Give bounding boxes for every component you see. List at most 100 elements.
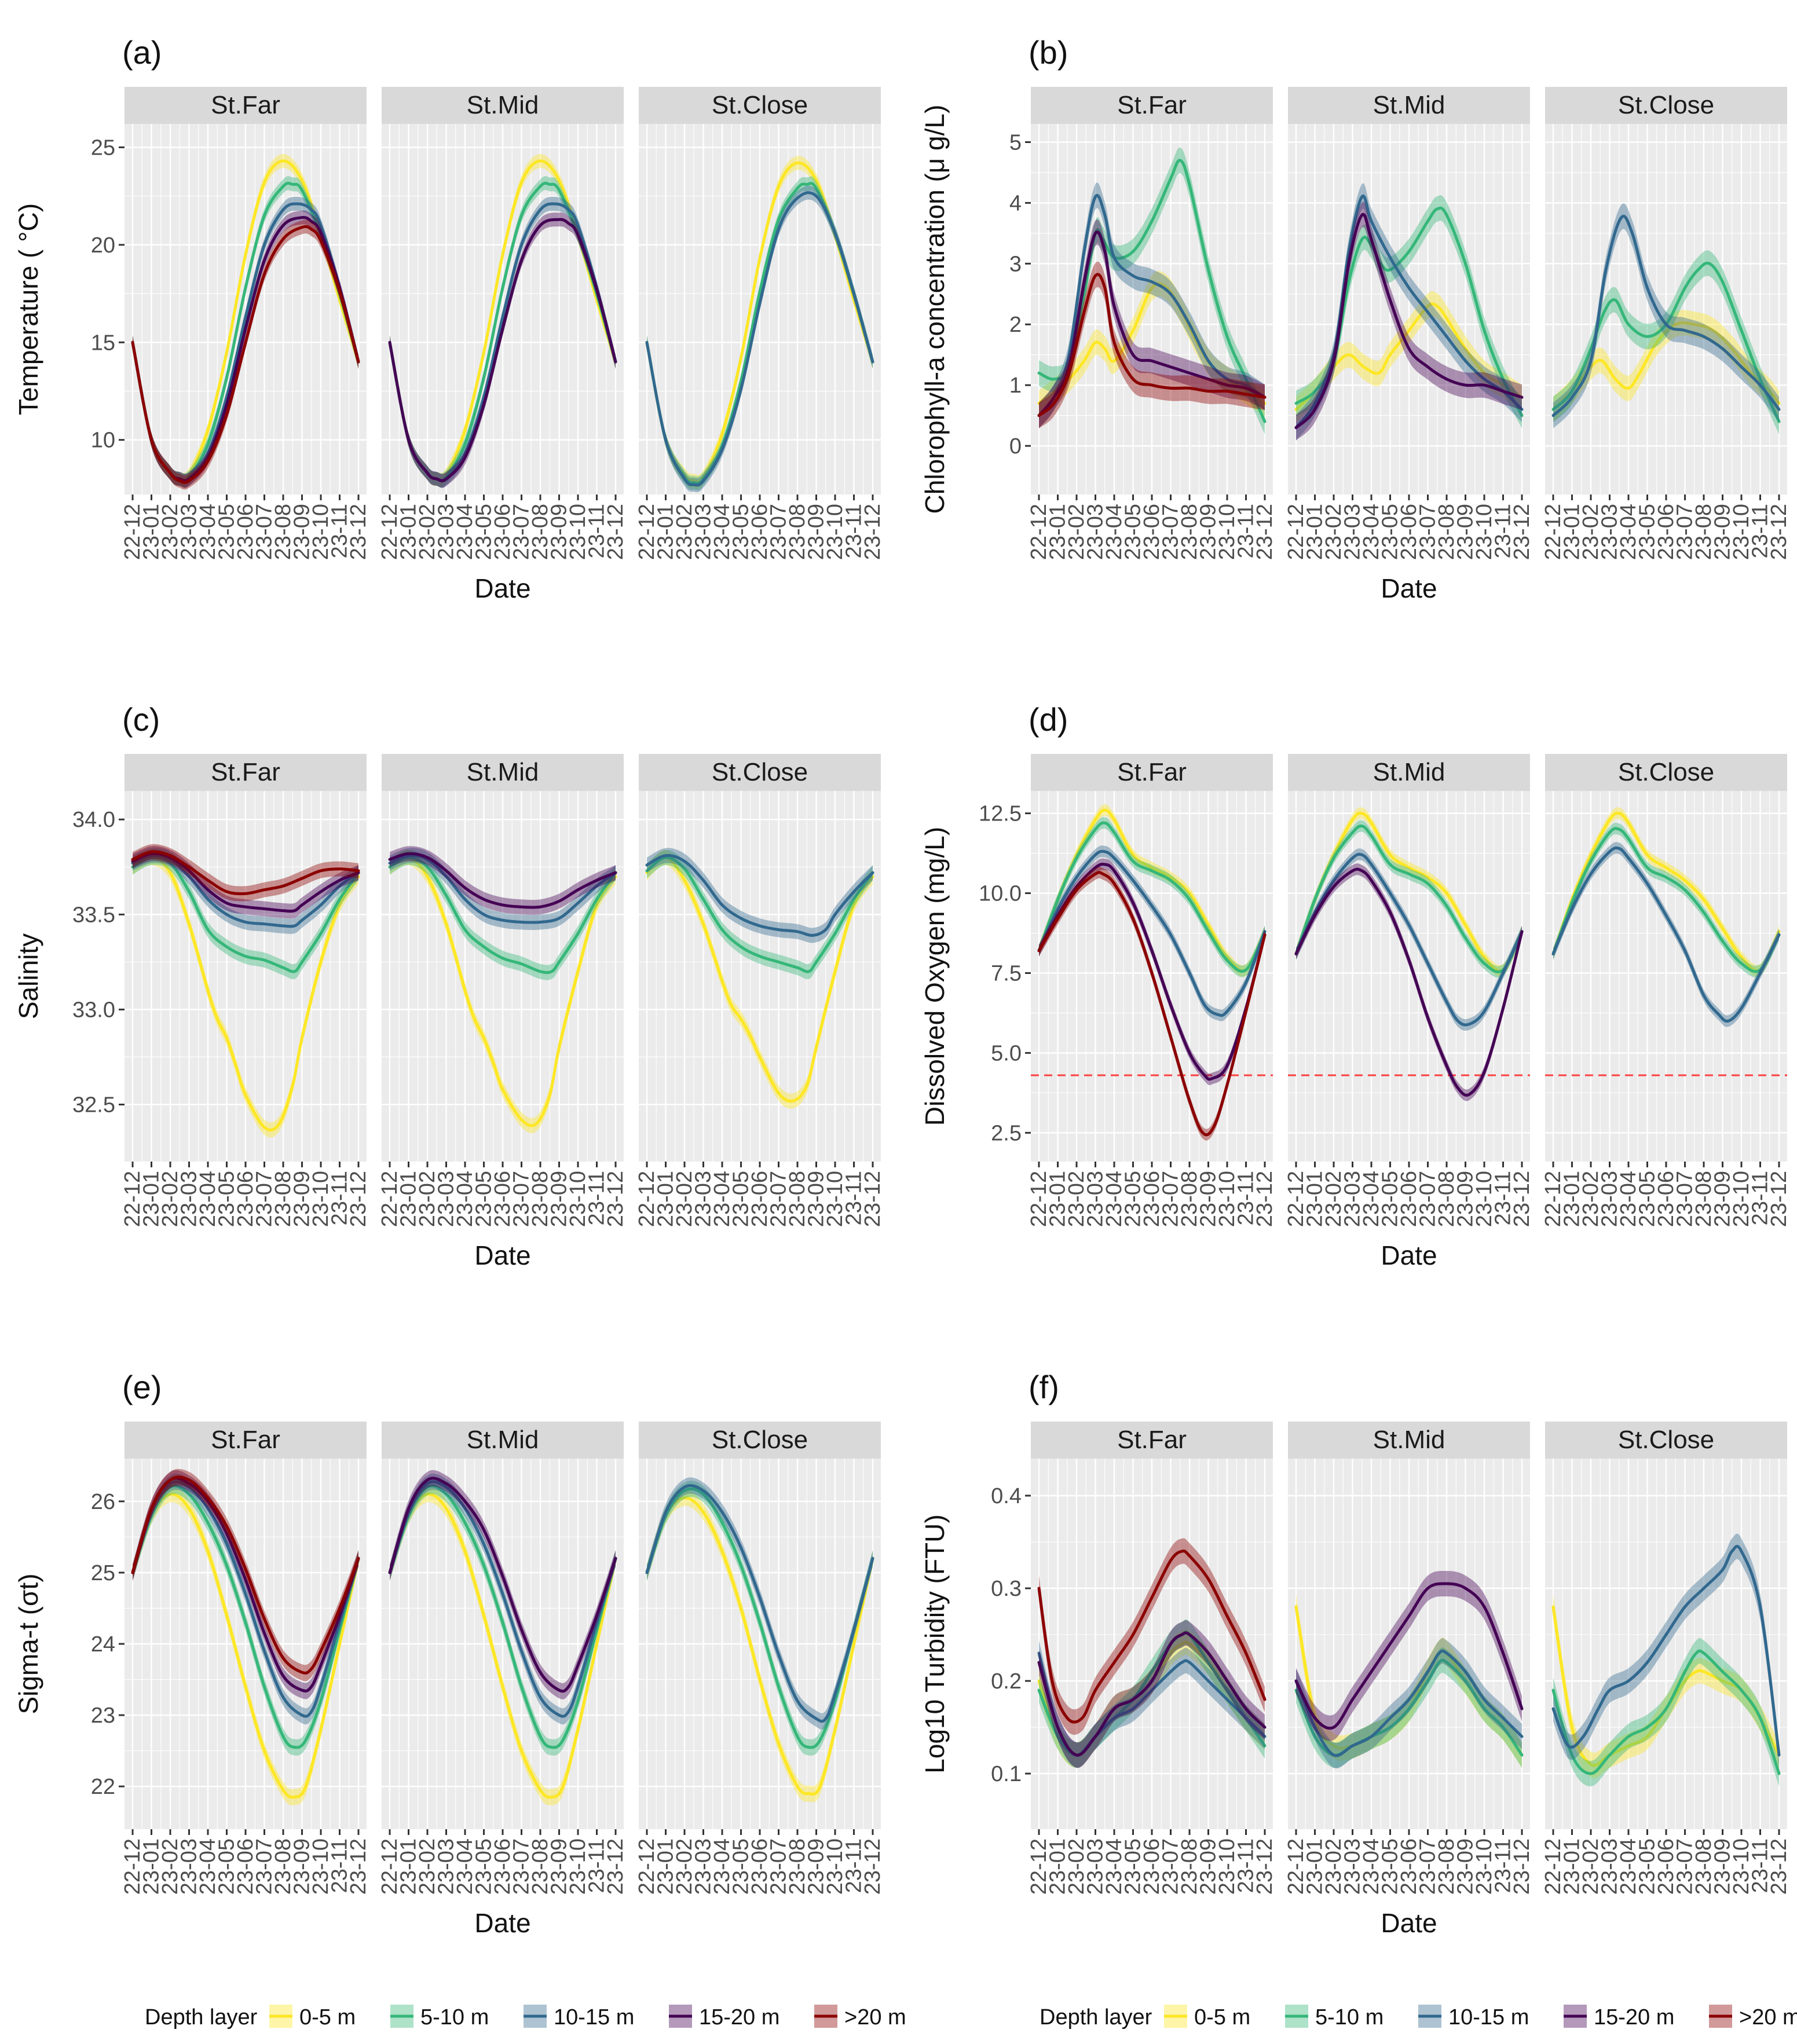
panel-label: (d) [1029,701,1068,738]
facet-strip-label: St.Close [1618,91,1714,119]
x-tick-label: 23-07 [252,1838,277,1895]
x-tick-label: 23-05 [1121,504,1145,560]
y-tick-label: 3 [1009,252,1022,276]
series-group [1551,807,1781,1027]
x-tick-label: 23-11 [585,1838,609,1893]
x-tick-label: 23-07 [252,504,277,560]
series-line-10-15-m [1551,1545,1781,1757]
series-line-5-10-m [645,856,874,973]
x-tick-label: 23-04 [453,1838,477,1895]
facet-strip-label: St.Far [211,91,280,119]
x-tick-label: 23-04 [710,1838,734,1895]
facet-strip-label: St.Far [211,1426,280,1454]
series-group [131,844,360,1138]
x-tick-label: 23-10 [1729,1838,1754,1895]
x-tick-label: 23-11 [328,504,352,558]
legend-key-0-5-m: 0-5 m [1164,2005,1250,2030]
x-tick-label: 23-04 [453,1171,477,1227]
panel-label: (e) [122,1369,162,1405]
facet-strip [1288,1422,1530,1459]
series-group [645,848,874,1109]
x-tick-label: 22-12 [378,1838,402,1895]
facet-strip [125,754,367,791]
y-tick-label: 24 [91,1632,115,1657]
x-tick-label: 23-01 [1303,1838,1327,1895]
y-tick-label: 0.3 [991,1577,1022,1601]
x-tick-label: 23-09 [1196,1171,1221,1227]
y-tick-label: 12.5 [979,802,1022,826]
series-group [388,846,617,1134]
x-tick-label: 23-10 [566,1171,590,1227]
x-tick-label: 23-08 [1692,1838,1716,1895]
confidence-band-5-10-m [1039,816,1265,977]
x-tick-label: 23-11 [1491,1171,1516,1225]
legend-label: 5-10 m [1315,2005,1384,2030]
x-tick-label: 23-10 [566,504,590,560]
x-tick-label: 23-11 [1748,1838,1773,1893]
legend-key-20-m: >20 m [814,2005,906,2030]
series-line-20-m [1037,871,1267,1137]
series-line-15-20-m [1037,230,1267,417]
confidence-band-5-10-m [390,1478,616,1756]
x-tick-label: 23-10 [1472,504,1496,560]
x-tick-label: 22-12 [1541,504,1565,560]
x-tick-label: 23-08 [785,1838,810,1895]
x-tick-label: 23-03 [1084,1171,1108,1227]
panel-label: (f) [1029,1369,1059,1405]
facet-strip [1031,754,1273,791]
series-line-0-5-m [645,856,874,1103]
x-tick-label: 23-07 [1673,504,1697,560]
series-line-15-20-m [388,1477,617,1693]
x-axis-title: Date [474,1240,530,1270]
x-tick-label: 23-03 [177,1171,202,1227]
facet-strip [1031,87,1273,124]
x-tick-label: 23-06 [491,504,515,560]
confidence-band-20-m [1039,1538,1265,1735]
facet-st-far: St.Far22-1223-0123-0223-0323-0423-0523-0… [1027,87,1277,560]
x-tick-label: 23-12 [346,1171,371,1227]
x-tick-label: 23-01 [1046,1171,1070,1227]
legend-key-20-m: >20 m [1709,2005,1797,2030]
x-tick-label: 23-04 [1102,1171,1126,1227]
x-tick-label: 23-12 [1510,504,1534,560]
series-group [645,156,874,492]
facet-st-mid: St.Mid22-1223-0123-0223-0323-0423-0523-0… [378,754,628,1227]
x-tick-label: 23-06 [1140,504,1164,560]
x-tick-label: 23-10 [823,504,847,560]
legend-key-5-10-m: 5-10 m [390,2005,489,2030]
y-tick-label: 2.5 [991,1121,1022,1145]
x-tick-label: 23-01 [140,1171,164,1227]
series-line-0-5-m [388,856,617,1127]
series-line-0-5-m [1294,811,1524,973]
series-group [1294,807,1524,1101]
confidence-band-5-10-m [133,176,358,488]
series-line-0-5-m [131,1492,360,1799]
facet-strip-label: St.Mid [467,1426,539,1454]
x-tick-label: 23-02 [1322,1838,1346,1895]
series-line-10-15-m [1551,846,1781,1023]
x-tick-label: 23-11 [1491,1838,1516,1893]
x-tick-label: 23-01 [1303,504,1327,560]
facet-strip-label: St.Mid [1373,758,1445,786]
series-line-0-5-m [1037,808,1267,973]
x-tick-label: 23-02 [672,504,697,560]
x-tick-label: 23-04 [1616,1171,1641,1227]
legend-key-15-20-m: 15-20 m [669,2005,779,2030]
x-tick-label: 23-03 [1341,1171,1365,1227]
x-tick-label: 23-05 [472,504,496,560]
x-tick-label: 23-04 [710,1171,734,1227]
x-tick-label: 23-02 [1322,504,1346,560]
y-tick-label: 5 [1009,130,1022,155]
facet-strip-label: St.Mid [467,91,539,119]
facet-strip-label: St.Far [1117,1426,1187,1454]
series-line-5-10-m [1037,159,1267,423]
x-tick-label: 23-01 [397,504,421,560]
series-line-0-5-m [1551,321,1781,411]
x-tick-label: 23-09 [1454,1838,1478,1895]
x-tick-label: 23-06 [1654,1171,1678,1227]
x-tick-label: 23-12 [1767,1171,1791,1227]
confidence-band-15-20-m [1296,202,1522,441]
confidence-band-5-10-m [133,1478,358,1756]
facet-st-far: St.Far22-1223-0123-0223-0323-0423-0523-0… [1027,1422,1277,1895]
x-tick-label: 23-03 [434,1171,459,1227]
